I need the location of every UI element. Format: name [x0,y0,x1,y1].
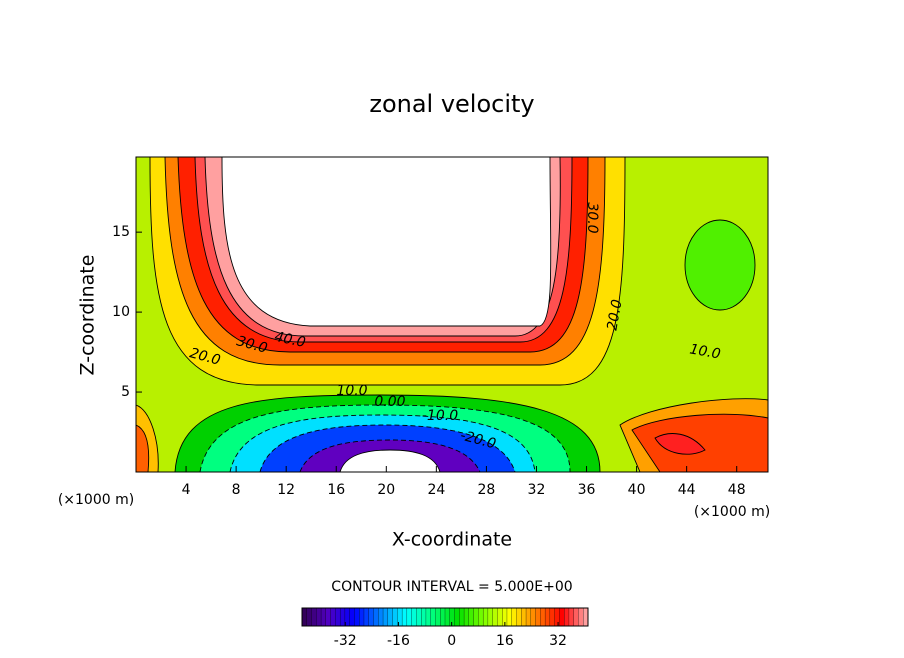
colorbar-frame [301,607,589,627]
contour-label: -10.0 [422,408,458,424]
x-tick-label: 40 [628,482,646,498]
colorbar-tick-label: -16 [387,633,410,649]
contour-label: 20.0 [604,298,625,332]
colorbar-cell [568,607,575,627]
colorbar-cell [373,607,379,627]
colorbar-cell [421,607,427,627]
colorbar-cell [521,607,527,627]
y-axis-label: Z-coordinate [77,255,99,376]
y-tick-label: 10 [112,304,130,320]
y-tick-label: 5 [121,384,130,400]
colorbar-cell [349,607,355,627]
contour-label: 0.00 [374,394,405,410]
colorbar-cell [378,607,384,627]
x-tick-label: 12 [277,482,295,498]
colorbar-cell [368,607,374,627]
contour-label: 40.0 [273,329,307,351]
colorbar-cell [325,607,332,627]
colorbar-tick-label: 16 [496,633,514,649]
colorbar-cell [320,607,327,627]
colorbar-cell [463,607,470,627]
colorbar-cell [411,607,417,627]
y-tick-label: 15 [112,224,130,240]
colorbar-cell [516,607,522,627]
colorbar-cell [473,607,479,627]
plot-frame [135,156,769,473]
colorbar-cell [359,607,365,627]
colorbar-cell [506,607,513,627]
colorbar-cell [497,607,503,627]
colorbar-cell [335,607,341,627]
contour-label: 10.0 [688,341,722,362]
colorbar-cell [301,607,308,627]
colorbar-cell [440,607,446,627]
x-tick-label: 32 [528,482,546,498]
colorbar-cell [549,607,556,627]
x-tick-label: 16 [327,482,345,498]
colorbar-cell [482,607,489,627]
x-axis-label: X-coordinate [392,529,512,551]
colorbar-cell [468,607,475,627]
x-unit: (×1000 m) [694,504,770,520]
colorbar-cell [564,607,570,627]
colorbar-cell [487,607,494,627]
colorbar-cell [449,607,455,627]
colorbar-cell [554,607,560,627]
colorbar-cell [425,607,432,627]
colorbar-cell [559,607,565,627]
colorbar-cell [311,607,317,627]
colorbar-cell [387,607,394,627]
colorbar-cell [330,607,336,627]
x-unit: (×1000 m) [58,492,134,508]
contour-field [136,157,768,472]
colorbar-cell [430,607,436,627]
colorbar-cell [306,607,312,627]
colorbar-cell [416,607,422,627]
colorbar-cell [444,607,451,627]
chart-title: zonal velocity [369,90,534,118]
colorbar-cell [435,607,441,627]
colorbar-tick-label: -32 [334,633,357,649]
x-tick-label: 20 [377,482,395,498]
colorbar-cell [459,607,465,627]
colorbar-cell [354,607,360,627]
colorbar-cell [406,607,413,627]
colorbar-cell [382,607,389,627]
contour-label: 30.0 [235,333,269,357]
colorbar-tick-label: 32 [549,633,567,649]
contour-interval: CONTOUR INTERVAL = 5.000E+00 [331,579,572,595]
colorbar-cell [392,607,398,627]
x-tick-label: 28 [478,482,496,498]
colorbar-cell [530,607,537,627]
colorbar-cell [454,607,460,627]
colorbar-cell [339,607,346,627]
x-tick-label: 4 [182,482,191,498]
colorbar-cell [578,607,584,627]
colorbar-cell [363,607,370,627]
colorbar-cell [540,607,546,627]
x-tick-label: 8 [232,482,241,498]
x-tick-label: 24 [427,482,445,498]
colorbar-cell [535,607,541,627]
contour-label: 30.0 [584,202,600,233]
colorbar-cell [573,607,579,627]
x-tick-label: 44 [678,482,696,498]
colorbar-cell [511,607,517,627]
colorbar-cell [316,607,322,627]
contour-label: 10.0 [336,383,367,399]
x-tick-label: 48 [728,482,746,498]
colorbar-cell [478,607,484,627]
colorbar-cell [401,607,408,627]
contour-label: 20.0 [188,345,222,369]
colorbar-cell [525,607,532,627]
x-tick-label: 36 [578,482,596,498]
colorbar-tick-label: 0 [447,633,456,649]
colorbar-cell [492,607,498,627]
colorbar-cell [544,607,551,627]
